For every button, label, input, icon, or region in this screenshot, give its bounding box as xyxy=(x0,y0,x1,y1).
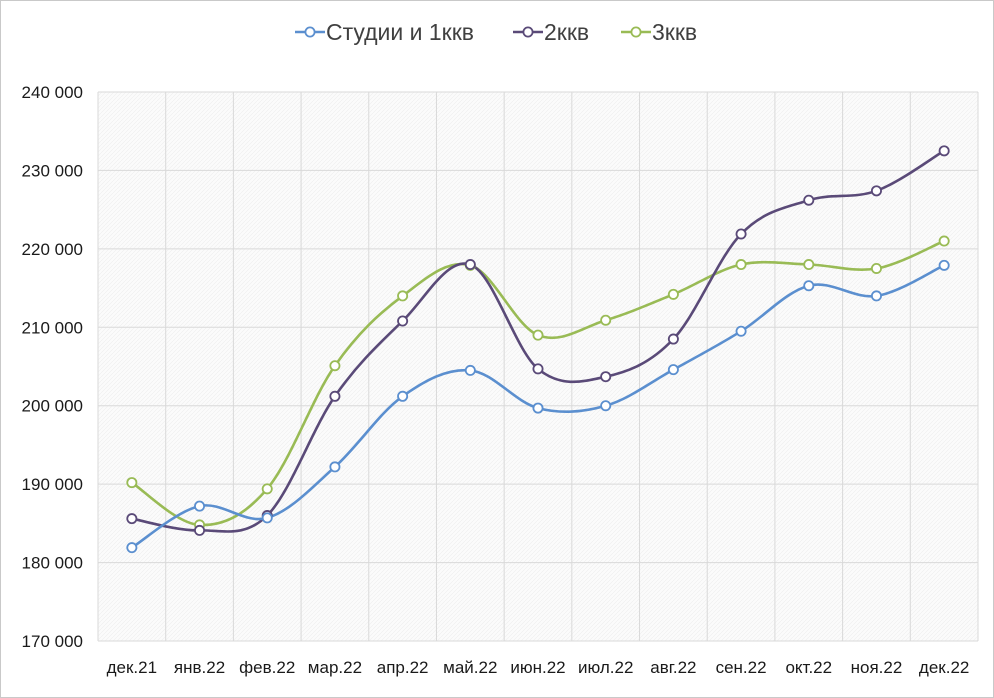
data-point xyxy=(464,364,476,376)
x-tick-label: май.22 xyxy=(443,658,497,677)
data-point xyxy=(464,259,476,271)
data-point xyxy=(600,400,612,412)
data-point xyxy=(667,288,679,300)
legend-entry: Студии и 1ккв xyxy=(295,19,474,45)
x-tick-label: фев.22 xyxy=(239,658,295,677)
y-tick-label: 240 000 xyxy=(22,83,83,102)
legend-label: Студии и 1ккв xyxy=(326,19,474,45)
data-point xyxy=(397,315,409,327)
data-point xyxy=(397,390,409,402)
legend-entry: 2ккв xyxy=(513,19,589,45)
y-tick-label: 230 000 xyxy=(22,161,83,180)
legend-entry: 3ккв xyxy=(621,19,697,45)
data-point xyxy=(532,402,544,414)
data-point xyxy=(329,360,341,372)
x-tick-label: июн.22 xyxy=(510,658,565,677)
data-point xyxy=(126,542,138,554)
y-tick-label: 190 000 xyxy=(22,475,83,494)
x-tick-label: ноя.22 xyxy=(851,658,903,677)
data-point xyxy=(938,259,950,271)
series-line xyxy=(130,149,946,533)
y-tick-label: 170 000 xyxy=(22,632,83,651)
legend-label: 3ккв xyxy=(652,19,697,45)
data-point xyxy=(667,333,679,345)
data-point xyxy=(532,329,544,341)
data-point xyxy=(735,228,747,240)
x-tick-label: окт.22 xyxy=(785,658,832,677)
data-point xyxy=(261,512,273,524)
data-point xyxy=(329,461,341,473)
y-tick-label: 220 000 xyxy=(22,240,83,259)
data-point xyxy=(194,500,206,512)
x-tick-label: дек.21 xyxy=(107,658,157,677)
data-point xyxy=(870,290,882,302)
data-point xyxy=(600,371,612,383)
data-point xyxy=(735,259,747,271)
data-point xyxy=(803,194,815,206)
x-tick-label: мар.22 xyxy=(308,658,362,677)
data-point xyxy=(600,314,612,326)
data-point xyxy=(126,477,138,489)
data-point xyxy=(194,524,206,536)
data-point xyxy=(735,325,747,337)
data-point xyxy=(938,145,950,157)
data-point xyxy=(803,280,815,292)
legend-marker xyxy=(630,26,642,38)
data-point xyxy=(667,364,679,376)
data-point xyxy=(870,185,882,197)
legend-marker xyxy=(522,26,534,38)
legend-label: 2ккв xyxy=(544,19,589,45)
x-tick-label: янв.22 xyxy=(174,658,225,677)
x-tick-label: сен.22 xyxy=(716,658,767,677)
data-point xyxy=(397,290,409,302)
data-point xyxy=(329,390,341,402)
y-tick-label: 180 000 xyxy=(22,554,83,573)
data-point xyxy=(803,259,815,271)
data-point xyxy=(938,235,950,247)
data-point xyxy=(532,363,544,375)
y-tick-label: 210 000 xyxy=(22,318,83,337)
legend-marker xyxy=(304,26,316,38)
x-tick-label: июл.22 xyxy=(578,658,633,677)
x-tick-label: дек.22 xyxy=(919,658,969,677)
data-point xyxy=(126,513,138,525)
x-tick-label: апр.22 xyxy=(377,658,429,677)
y-tick-label: 200 000 xyxy=(22,397,83,416)
data-point xyxy=(870,262,882,274)
data-point xyxy=(261,483,273,495)
x-tick-label: авг.22 xyxy=(650,658,696,677)
